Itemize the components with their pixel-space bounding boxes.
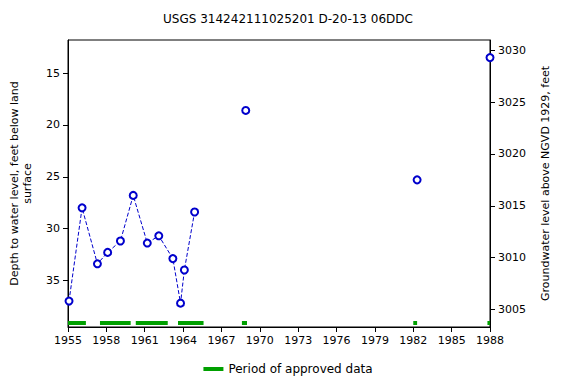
svg-text:3020: 3020 <box>498 147 526 160</box>
svg-text:1967: 1967 <box>207 334 235 347</box>
svg-text:Period of approved data: Period of approved data <box>228 362 372 376</box>
svg-text:1985: 1985 <box>438 334 466 347</box>
svg-text:Depth to water level, feet bel: Depth to water level, feet below land <box>8 81 21 286</box>
svg-text:25: 25 <box>46 170 60 183</box>
svg-text:1973: 1973 <box>284 334 312 347</box>
svg-text:1988: 1988 <box>476 334 504 347</box>
svg-text:3010: 3010 <box>498 251 526 264</box>
svg-text:3030: 3030 <box>498 44 526 57</box>
svg-text:1955: 1955 <box>54 334 82 347</box>
svg-text:1982: 1982 <box>399 334 427 347</box>
svg-text:USGS 314242111025201 D-20-13 0: USGS 314242111025201 D-20-13 06DDC <box>163 12 413 26</box>
svg-text:35: 35 <box>46 274 60 287</box>
svg-text:1979: 1979 <box>361 334 389 347</box>
svg-text:1976: 1976 <box>323 334 351 347</box>
svg-text:30: 30 <box>46 222 60 235</box>
svg-text:15: 15 <box>46 67 60 80</box>
svg-text:3025: 3025 <box>498 96 526 109</box>
svg-text:Groundwater level above NGVD 1: Groundwater level above NGVD 1929, feet <box>539 65 552 301</box>
svg-text:1961: 1961 <box>131 334 159 347</box>
svg-text:1958: 1958 <box>92 334 120 347</box>
svg-text:3015: 3015 <box>498 199 526 212</box>
svg-text:3005: 3005 <box>498 303 526 316</box>
svg-text:surface: surface <box>21 163 34 204</box>
svg-text:20: 20 <box>46 118 60 131</box>
svg-text:1970: 1970 <box>246 334 274 347</box>
svg-text:1964: 1964 <box>169 334 197 347</box>
